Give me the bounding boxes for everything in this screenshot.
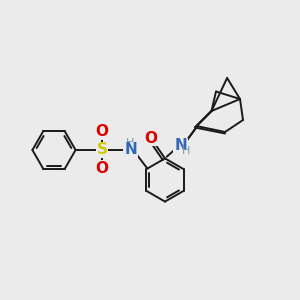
Text: H: H xyxy=(182,146,190,156)
Text: N: N xyxy=(174,138,187,153)
Text: O: O xyxy=(95,124,109,139)
Text: S: S xyxy=(97,142,107,158)
Text: O: O xyxy=(95,161,109,176)
Text: O: O xyxy=(145,130,158,146)
Text: N: N xyxy=(124,142,137,158)
Text: H: H xyxy=(126,138,135,148)
